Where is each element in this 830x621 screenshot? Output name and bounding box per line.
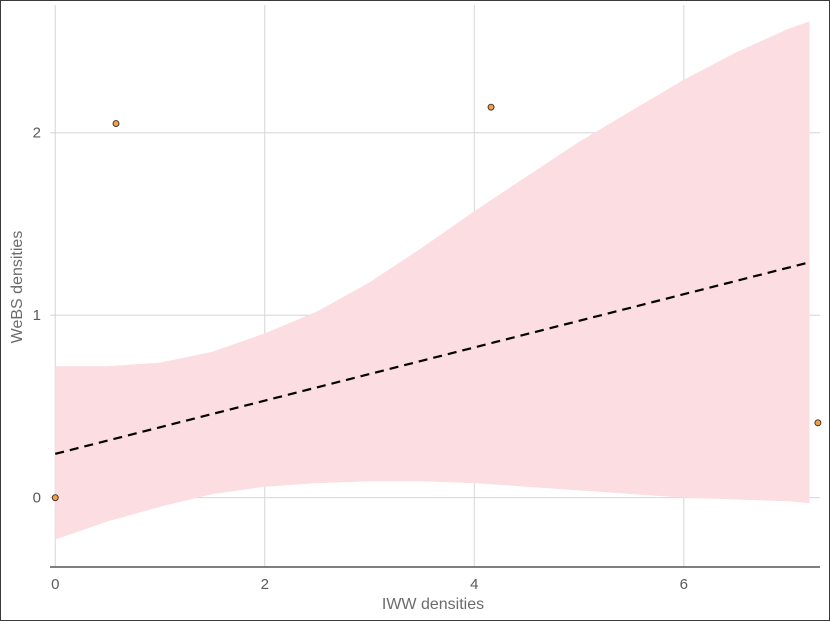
y-tick-label: 0 <box>33 490 41 507</box>
regression-line <box>54 261 810 455</box>
fit-line-layer <box>54 261 810 455</box>
data-point <box>487 103 495 111</box>
confidence-band-layer <box>55 21 810 540</box>
x-tick-label: 0 <box>51 576 59 593</box>
y-tick-label: 2 <box>33 125 41 142</box>
data-points <box>51 103 822 502</box>
x-tick-label: 6 <box>680 576 688 593</box>
data-point <box>814 419 822 427</box>
x-axis-title: IWW densities <box>382 596 484 613</box>
x-tick-label: 2 <box>261 576 269 593</box>
y-axis-title: WeBS densities <box>9 231 26 344</box>
data-point <box>51 494 59 502</box>
x-tick-label: 4 <box>470 576 478 593</box>
confidence-band <box>55 21 810 540</box>
data-point <box>112 120 120 128</box>
tick-labels: 0 2 4 6 0 1 2 <box>33 125 688 593</box>
y-tick-label: 1 <box>33 307 41 324</box>
